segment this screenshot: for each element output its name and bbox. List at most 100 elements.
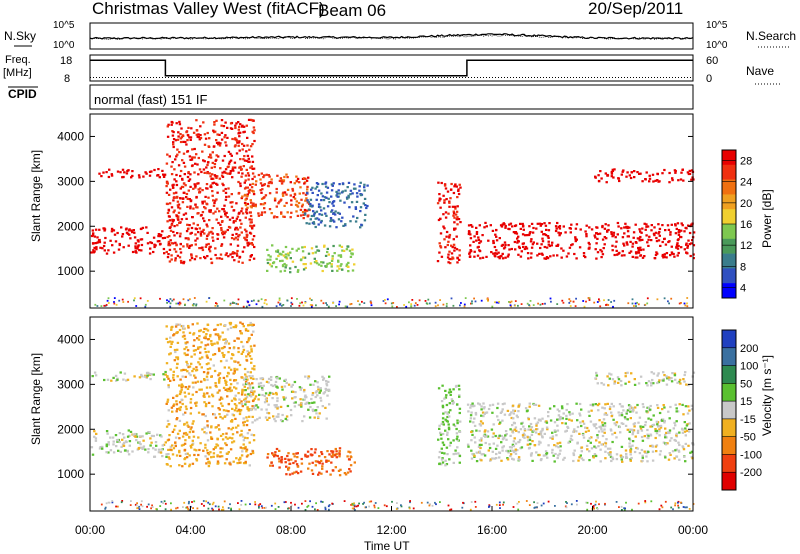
velocity-echo-cell bbox=[262, 384, 265, 387]
velocity-echo-cell bbox=[239, 330, 242, 333]
velocity-ground-cell bbox=[363, 501, 365, 504]
power-echo-cell bbox=[186, 243, 189, 246]
velocity-echo-cell bbox=[233, 386, 236, 389]
power-echo-cell bbox=[670, 223, 673, 226]
power-echo-cell bbox=[655, 240, 659, 243]
velocity-echo-cell bbox=[192, 344, 195, 347]
velocity-echo-cell bbox=[440, 451, 444, 454]
velocity-echo-cell bbox=[302, 390, 306, 393]
velocity-echo-cell bbox=[250, 390, 253, 393]
power-echo-cell bbox=[680, 246, 683, 249]
velocity-echo-cell bbox=[445, 403, 449, 407]
power-echo-cell bbox=[162, 247, 166, 251]
velocity-echo-cell bbox=[496, 402, 500, 405]
power-echo-cell bbox=[452, 243, 456, 246]
power-echo-cell bbox=[290, 211, 293, 214]
power-echo-cell bbox=[645, 171, 648, 174]
velocity-echo-cell bbox=[665, 436, 668, 439]
velocity-echo-cell bbox=[437, 438, 440, 441]
velocity-echo-cell bbox=[233, 371, 236, 374]
velocity-echo-cell bbox=[518, 438, 522, 442]
velocity-echo-cell bbox=[184, 386, 187, 389]
velocity-echo-cell bbox=[572, 430, 575, 433]
velocity-echo-cell bbox=[522, 432, 526, 435]
velocity-echo-cell bbox=[447, 411, 450, 414]
velocity-plot bbox=[90, 321, 696, 511]
velocity-ground-cell bbox=[686, 506, 688, 509]
velocity-echo-cell bbox=[206, 343, 210, 346]
velocity-echo-cell bbox=[273, 404, 276, 407]
power-echo-cell bbox=[179, 197, 182, 200]
velocity-echo-cell bbox=[676, 410, 680, 413]
velocity-echo-cell bbox=[194, 349, 197, 352]
velocity-echo-cell bbox=[314, 460, 318, 463]
velocity-echo-cell bbox=[222, 338, 225, 341]
power-echo-cell bbox=[498, 257, 501, 260]
velocity-echo-cell bbox=[500, 441, 503, 444]
velocity-echo-cell bbox=[248, 429, 251, 432]
velocity-echo-cell bbox=[206, 439, 210, 442]
velocity-echo-cell bbox=[608, 372, 611, 375]
velocity-echo-cell bbox=[474, 411, 478, 415]
power-echo-region bbox=[266, 244, 356, 274]
velocity-echo-cell bbox=[618, 414, 621, 417]
velocity-echo-cell bbox=[183, 347, 186, 351]
power-echo-cell bbox=[231, 256, 234, 259]
velocity-echo-cell bbox=[122, 441, 126, 444]
power-echo-cell bbox=[228, 226, 232, 229]
power-ground-cell bbox=[495, 301, 498, 304]
power-echo-cell bbox=[467, 230, 471, 234]
power-echo-cell bbox=[178, 120, 181, 123]
velocity-colorbar-swatch bbox=[722, 436, 736, 455]
velocity-echo-cell bbox=[164, 441, 167, 444]
power-echo-cell bbox=[630, 171, 633, 174]
power-echo-cell bbox=[574, 237, 577, 240]
power-echo-cell bbox=[314, 187, 317, 190]
power-echo-cell bbox=[172, 141, 175, 144]
power-echo-cell bbox=[626, 243, 629, 246]
velocity-echo-cell bbox=[656, 423, 659, 426]
power-echo-cell bbox=[175, 155, 178, 158]
velocity-echo-cell bbox=[117, 449, 120, 452]
power-ground-cell bbox=[603, 299, 605, 302]
power-echo-cell bbox=[459, 186, 462, 189]
velocity-echo-cell bbox=[297, 403, 301, 407]
velocity-echo-cell bbox=[353, 461, 356, 464]
velocity-echo-cell bbox=[497, 418, 500, 422]
power-echo-cell bbox=[300, 198, 303, 201]
velocity-echo-cell bbox=[190, 362, 193, 365]
power-echo-cell bbox=[336, 269, 339, 272]
power-echo-cell bbox=[103, 228, 107, 231]
power-echo-cell bbox=[456, 205, 459, 208]
power-echo-cell bbox=[241, 195, 244, 198]
power-ground-cell bbox=[635, 305, 637, 307]
velocity-echo-cell bbox=[119, 371, 122, 374]
velocity-echo-cell bbox=[185, 407, 188, 411]
velocity-echo-cell bbox=[317, 473, 320, 476]
power-echo-cell bbox=[219, 223, 222, 226]
velocity-echo-cell bbox=[238, 412, 242, 416]
velocity-echo-cell bbox=[338, 450, 341, 453]
power-echo-cell bbox=[657, 223, 660, 226]
power-echo-cell bbox=[103, 249, 106, 252]
velocity-ground-cell bbox=[674, 502, 677, 505]
velocity-ground-cell bbox=[138, 508, 141, 510]
velocity-echo-cell bbox=[280, 459, 283, 462]
velocity-echo-cell bbox=[193, 453, 196, 457]
power-ground-cell bbox=[290, 305, 292, 307]
power-echo-cell bbox=[676, 247, 680, 250]
velocity-echo-cell bbox=[480, 414, 483, 417]
velocity-echo-cell bbox=[654, 445, 658, 448]
velocity-echo-cell bbox=[210, 340, 213, 343]
power-echo-cell bbox=[625, 241, 629, 244]
velocity-echo-cell bbox=[350, 456, 353, 459]
power-ground-cell bbox=[122, 301, 125, 303]
velocity-echo-cell bbox=[528, 425, 531, 428]
power-echo-cell bbox=[108, 168, 111, 171]
velocity-echo-cell bbox=[293, 471, 296, 474]
velocity-echo-cell bbox=[134, 435, 137, 438]
power-echo-cell bbox=[645, 223, 648, 226]
velocity-echo-cell bbox=[150, 441, 153, 444]
power-echo-cell bbox=[545, 228, 548, 231]
velocity-echo-cell bbox=[257, 382, 261, 385]
